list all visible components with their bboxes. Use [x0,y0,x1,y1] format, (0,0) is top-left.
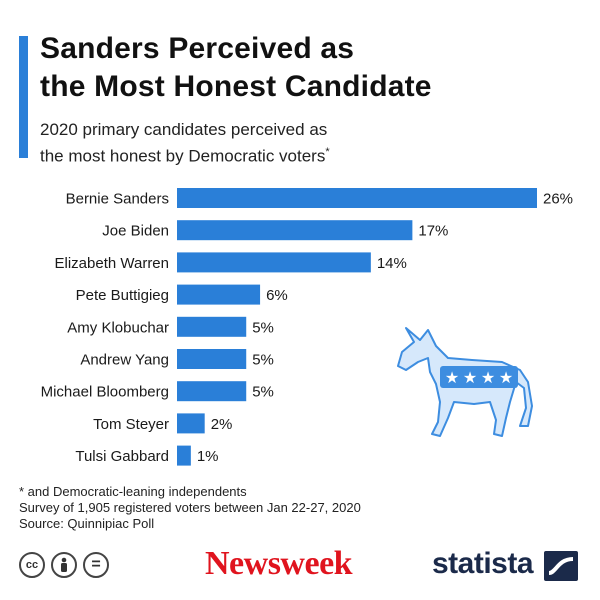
license-icons: cc = [19,552,109,578]
svg-text:★: ★ [499,368,513,387]
category-label: Pete Buttigieg [76,287,169,304]
bar [177,381,247,402]
title-line-1: Sanders Perceived as [40,32,355,65]
category-label: Tom Steyer [93,416,169,433]
bar [177,349,247,369]
footnote: * and Democratic-leaning independents [19,484,247,499]
value-label: 5% [252,384,274,401]
bar [177,220,413,241]
value-label: 26% [543,191,573,208]
bar [177,252,371,273]
bar [177,413,205,434]
subtitle-line-2: the most honest by Democratic voters* [40,141,560,168]
creative-commons-icon: cc [19,552,45,578]
chart-subtitle: 2020 primary candidates perceived as the… [40,118,560,168]
democratic-donkey-icon: ★ ★ ★ ★ [397,327,533,437]
value-label: 6% [266,287,288,304]
title-accent-bar [19,36,28,158]
newsweek-logo: Newsweek [205,545,353,582]
value-label: 5% [252,319,274,336]
source-note: Source: Quinnipiac Poll [19,516,155,531]
category-label: Bernie Sanders [66,191,169,208]
svg-text:★: ★ [463,368,477,387]
category-label: Andrew Yang [80,352,169,369]
chart-title: Sanders Perceived as the Most Honest Can… [40,30,580,106]
category-label: Michael Bloomberg [41,384,169,401]
category-label: Elizabeth Warren [55,255,170,272]
bar [177,188,537,208]
value-label: 17% [418,223,448,240]
value-label: 1% [197,448,219,465]
subtitle-line-2-text: the most honest by Democratic voters [40,146,326,166]
category-label: Amy Klobuchar [67,319,169,336]
category-label: Tulsi Gabbard [75,448,169,465]
statista-mark-icon [544,551,578,581]
bar [177,445,191,466]
attribution-icon [51,552,77,578]
bar [177,316,247,337]
value-label: 14% [377,255,407,272]
no-derivatives-icon: = [83,552,109,578]
title-line-2: the Most Honest Candidate [40,70,432,103]
category-label: Joe Biden [102,223,169,240]
svg-text:★: ★ [445,368,459,387]
footer-notes: * and Democratic-leaning independents Su… [19,484,361,532]
bar [177,284,261,305]
subtitle-footnote-mark: * [325,146,330,158]
value-label: 2% [211,416,233,433]
svg-text:★: ★ [481,368,495,387]
survey-note: Survey of 1,905 registered voters betwee… [19,500,361,515]
bar-chart: Bernie Sanders 26% Joe Biden 17% Elizabeth W… [41,188,573,466]
subtitle-line-1: 2020 primary candidates perceived as [40,120,328,139]
statista-logo: statista [432,547,534,580]
value-label: 5% [252,352,274,369]
